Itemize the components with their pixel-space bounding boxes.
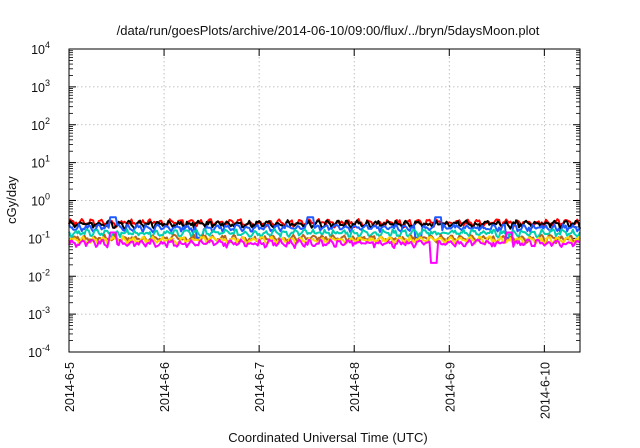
y-tick-base: 10 xyxy=(31,81,45,95)
grid xyxy=(69,49,580,352)
y-tick-label: 100 xyxy=(31,192,50,209)
y-tick-exponent: -2 xyxy=(42,267,50,277)
x-tick-label: 2014-6-5 xyxy=(63,362,77,412)
y-tick-exponent: -3 xyxy=(42,305,50,315)
y-tick-label: 102 xyxy=(31,116,50,133)
x-tick-label: 2014-6-10 xyxy=(538,362,552,419)
plot-frame xyxy=(68,48,581,353)
x-tick-labels: 2014-6-5 2014-6-6 2014-6-7 2014-6-8 2014-6-9… xyxy=(63,362,552,419)
y-tick-base: 10 xyxy=(31,119,45,133)
y-tick-base: 10 xyxy=(28,232,42,246)
series-line xyxy=(68,228,581,239)
y-tick-label: 10-4 xyxy=(28,343,50,360)
chart-title: /data/run/goesPlots/archive/2014-06-10/0… xyxy=(117,23,540,38)
y-tick-base: 10 xyxy=(31,157,45,171)
y-tick-exponent: -4 xyxy=(42,343,50,353)
y-tick-label: 101 xyxy=(31,154,50,171)
y-tick-exponent: 3 xyxy=(45,78,50,88)
y-tick-base: 10 xyxy=(31,195,45,209)
y-tick-base: 10 xyxy=(28,308,42,322)
y-tick-base: 10 xyxy=(28,346,42,360)
y-tick-label: 10-3 xyxy=(28,305,50,322)
y-tick-base: 10 xyxy=(28,270,42,284)
y-tick-exponent: 4 xyxy=(45,40,50,50)
y-tick-label: 10-1 xyxy=(28,229,50,246)
y-tick-label: 104 xyxy=(31,40,50,57)
y-tick-label: 10-2 xyxy=(28,267,50,284)
y-tick-exponent: -1 xyxy=(42,229,50,239)
series-line xyxy=(68,216,581,239)
y-tick-exponent: 0 xyxy=(45,192,50,202)
series-line xyxy=(68,231,581,264)
x-tick-label: 2014-6-6 xyxy=(158,362,172,412)
x-tick-label: 2014-6-8 xyxy=(348,362,362,412)
series-group xyxy=(68,216,581,264)
x-tick-label: 2014-6-7 xyxy=(253,362,267,412)
y-axis-label: cGy/day xyxy=(4,176,19,224)
y-tick-exponent: 1 xyxy=(45,154,50,164)
x-tick-label: 2014-6-9 xyxy=(443,362,457,412)
y-tick-label: 103 xyxy=(31,78,50,95)
x-axis-label: Coordinated Universal Time (UTC) xyxy=(228,430,427,445)
series-line xyxy=(68,235,581,246)
y-tick-exponent: 2 xyxy=(45,116,50,126)
y-tick-base: 10 xyxy=(31,43,45,57)
